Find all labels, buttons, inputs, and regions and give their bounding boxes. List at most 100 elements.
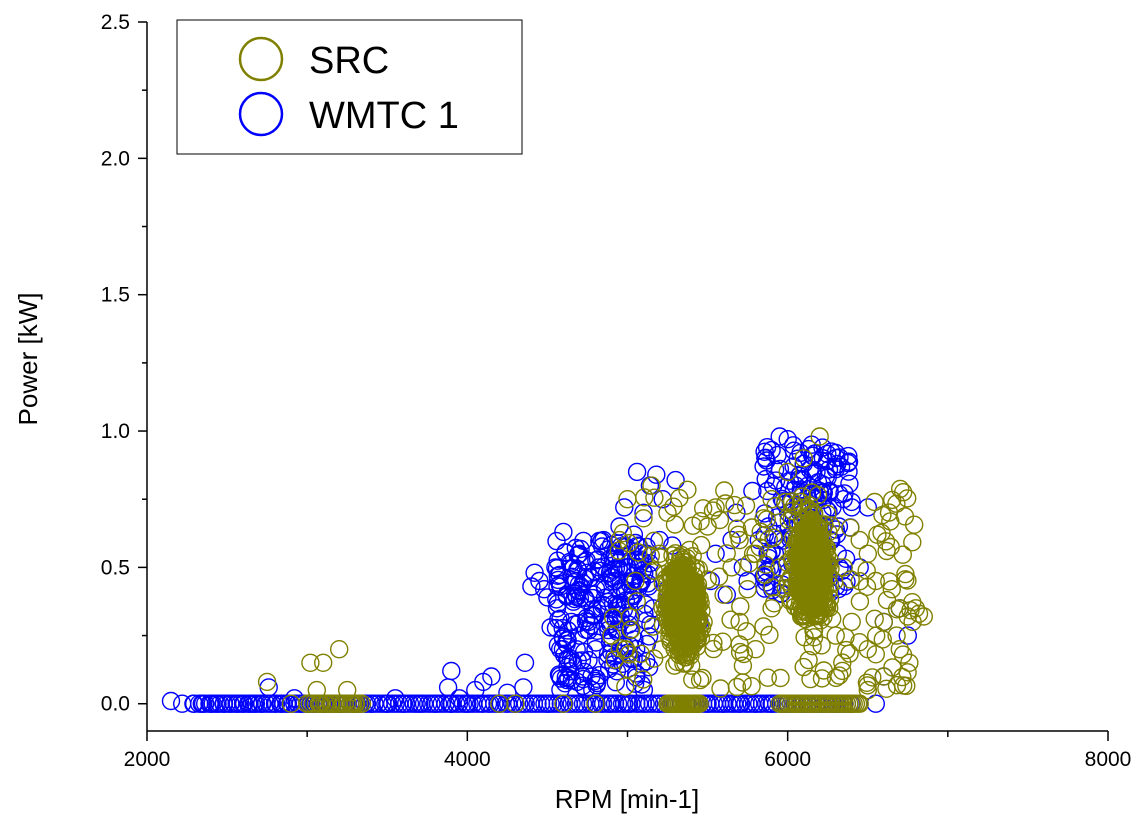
data-point-src bbox=[627, 592, 646, 611]
data-point-src bbox=[840, 644, 859, 663]
data-point-src bbox=[352, 694, 372, 713]
data-point-src bbox=[808, 486, 828, 505]
data-point-wmtc-1 bbox=[758, 481, 777, 501]
data-point-wmtc-1 bbox=[554, 522, 573, 542]
data-point-src bbox=[653, 574, 672, 593]
data-point-src bbox=[837, 640, 856, 660]
data-point-wmtc-1 bbox=[629, 557, 648, 577]
data-point-src bbox=[657, 569, 676, 588]
data-point-src bbox=[609, 541, 628, 560]
data-point-src bbox=[670, 488, 689, 508]
data-point-wmtc-1 bbox=[172, 694, 192, 713]
data-point-src bbox=[682, 656, 701, 675]
data-point-src bbox=[746, 640, 765, 659]
data-point-src bbox=[804, 505, 824, 524]
data-point-src bbox=[818, 504, 837, 524]
data-point-src bbox=[690, 694, 709, 713]
data-point-src bbox=[683, 547, 702, 566]
data-point-src bbox=[887, 600, 907, 619]
data-point-wmtc-1 bbox=[727, 503, 746, 522]
data-point-wmtc-1 bbox=[615, 498, 634, 517]
data-point-wmtc-1 bbox=[778, 430, 797, 449]
data-point-src bbox=[706, 498, 725, 517]
data-point-src bbox=[736, 496, 756, 515]
data-point-wmtc-1 bbox=[410, 694, 429, 713]
data-point-wmtc-1 bbox=[608, 694, 628, 713]
data-point-wmtc-1 bbox=[606, 673, 625, 692]
data-point-src bbox=[668, 590, 688, 609]
ticks: 2000 4000 6000 8000 0.0 0.5 1.0 1.5 2.0 2.5 bbox=[101, 11, 1132, 771]
data-point-src bbox=[683, 613, 702, 633]
data-point-src bbox=[807, 607, 826, 626]
data-point-src bbox=[698, 570, 717, 589]
data-point-src bbox=[711, 679, 730, 698]
data-point-src bbox=[891, 479, 910, 499]
data-point-src bbox=[730, 642, 750, 662]
data-point-src bbox=[737, 622, 756, 641]
data-point-wmtc-1 bbox=[578, 563, 597, 582]
data-point-wmtc-1 bbox=[515, 653, 535, 672]
data-point-src bbox=[619, 659, 638, 679]
data-point-src bbox=[866, 571, 885, 591]
data-point-wmtc-1 bbox=[549, 665, 569, 684]
data-point-src bbox=[792, 487, 812, 506]
data-point-wmtc-1 bbox=[866, 694, 885, 713]
data-point-src bbox=[909, 604, 929, 623]
data-point-src bbox=[738, 580, 757, 599]
data-point-wmtc-1 bbox=[607, 662, 627, 681]
data-point-src bbox=[506, 694, 525, 713]
data-point-src bbox=[810, 427, 829, 446]
data-point-wmtc-1 bbox=[746, 694, 765, 713]
legend-label-wmtc1: WMTC 1 bbox=[309, 95, 459, 137]
data-point-src bbox=[661, 623, 680, 642]
data-point-wmtc-1 bbox=[442, 661, 461, 681]
data-point-src bbox=[281, 694, 301, 713]
data-point-wmtc-1 bbox=[583, 680, 602, 700]
data-point-src bbox=[887, 494, 906, 513]
data-point-src bbox=[800, 526, 819, 545]
data-point-src bbox=[873, 630, 892, 649]
data-point-wmtc-1 bbox=[547, 531, 566, 551]
data-point-src bbox=[901, 601, 920, 620]
data-point-wmtc-1 bbox=[557, 630, 576, 650]
data-point-src bbox=[683, 595, 702, 614]
data-point-wmtc-1 bbox=[629, 694, 649, 713]
data-point-src bbox=[757, 510, 776, 529]
data-point-src bbox=[893, 545, 912, 564]
data-point-wmtc-1 bbox=[449, 694, 469, 713]
data-point-src bbox=[887, 626, 906, 645]
data-point-src bbox=[898, 489, 917, 508]
data-point-src bbox=[804, 621, 824, 640]
data-point-src bbox=[823, 609, 842, 628]
data-point-wmtc-1 bbox=[514, 678, 533, 697]
data-point-src bbox=[893, 667, 912, 687]
data-point-src bbox=[616, 677, 635, 696]
data-point-wmtc-1 bbox=[592, 599, 612, 618]
data-point-wmtc-1 bbox=[622, 694, 641, 713]
data-point-wmtc-1 bbox=[208, 694, 227, 713]
data-point-wmtc-1 bbox=[639, 658, 659, 677]
data-point-src bbox=[641, 546, 660, 565]
data-point-src bbox=[619, 645, 638, 664]
data-point-src bbox=[725, 495, 744, 515]
data-point-wmtc-1 bbox=[594, 694, 613, 713]
data-point-wmtc-1 bbox=[618, 558, 637, 577]
data-point-wmtc-1 bbox=[458, 694, 477, 713]
data-point-wmtc-1 bbox=[481, 694, 500, 713]
data-point-wmtc-1 bbox=[579, 612, 599, 632]
data-point-wmtc-1 bbox=[570, 544, 589, 563]
data-point-wmtc-1 bbox=[602, 694, 621, 713]
data-point-wmtc-1 bbox=[842, 498, 861, 517]
data-point-src bbox=[743, 544, 763, 564]
data-point-wmtc-1 bbox=[722, 530, 741, 550]
data-point-src bbox=[803, 637, 822, 656]
legend-label-src: SRC bbox=[309, 40, 389, 82]
data-point-src bbox=[586, 694, 605, 713]
data-point-wmtc-1 bbox=[227, 694, 246, 713]
data-point-src bbox=[842, 612, 861, 632]
data-point-src bbox=[764, 528, 783, 547]
data-point-src bbox=[803, 511, 822, 531]
data-point-src bbox=[693, 668, 712, 688]
data-point-wmtc-1 bbox=[627, 462, 647, 482]
data-point-wmtc-1 bbox=[362, 694, 381, 713]
